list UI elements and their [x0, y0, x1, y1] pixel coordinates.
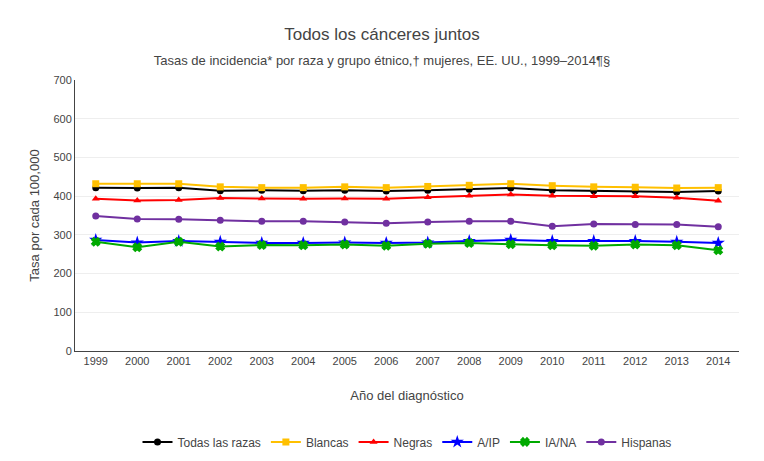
svg-text:600: 600	[53, 113, 71, 125]
svg-text:2011: 2011	[582, 355, 606, 367]
svg-text:Todas las razas: Todas las razas	[178, 436, 261, 450]
svg-text:2007: 2007	[416, 355, 440, 367]
svg-text:2012: 2012	[623, 355, 647, 367]
svg-text:2000: 2000	[125, 355, 149, 367]
svg-text:200: 200	[53, 267, 71, 279]
svg-text:Hispanas: Hispanas	[621, 436, 671, 450]
svg-text:2009: 2009	[499, 355, 523, 367]
svg-text:300: 300	[53, 229, 71, 241]
svg-text:IA/NA: IA/NA	[545, 436, 576, 450]
svg-text:100: 100	[53, 306, 71, 318]
svg-text:2003: 2003	[250, 355, 274, 367]
svg-text:Tasas de incidencia* por raza: Tasas de incidencia* por raza y grupo ét…	[154, 53, 610, 68]
svg-text:2001: 2001	[167, 355, 191, 367]
svg-text:Tasa por cada 100,000: Tasa por cada 100,000	[27, 149, 42, 281]
svg-text:500: 500	[53, 151, 71, 163]
svg-text:Año del diagnóstico: Año del diagnóstico	[350, 388, 463, 403]
svg-text:1999: 1999	[84, 355, 108, 367]
svg-text:2008: 2008	[457, 355, 481, 367]
svg-text:2004: 2004	[291, 355, 315, 367]
svg-text:2005: 2005	[333, 355, 357, 367]
svg-text:700: 700	[53, 74, 71, 86]
svg-text:2006: 2006	[374, 355, 398, 367]
svg-text:2014: 2014	[706, 355, 730, 367]
svg-text:0: 0	[66, 345, 72, 357]
svg-text:Blancas: Blancas	[306, 436, 349, 450]
svg-text:Todos los cánceres juntos: Todos los cánceres juntos	[284, 25, 480, 44]
svg-text:400: 400	[53, 190, 71, 202]
svg-text:2013: 2013	[665, 355, 689, 367]
svg-text:2002: 2002	[208, 355, 232, 367]
svg-text:2010: 2010	[540, 355, 564, 367]
svg-text:A/IP: A/IP	[477, 436, 500, 450]
svg-text:Negras: Negras	[394, 436, 433, 450]
